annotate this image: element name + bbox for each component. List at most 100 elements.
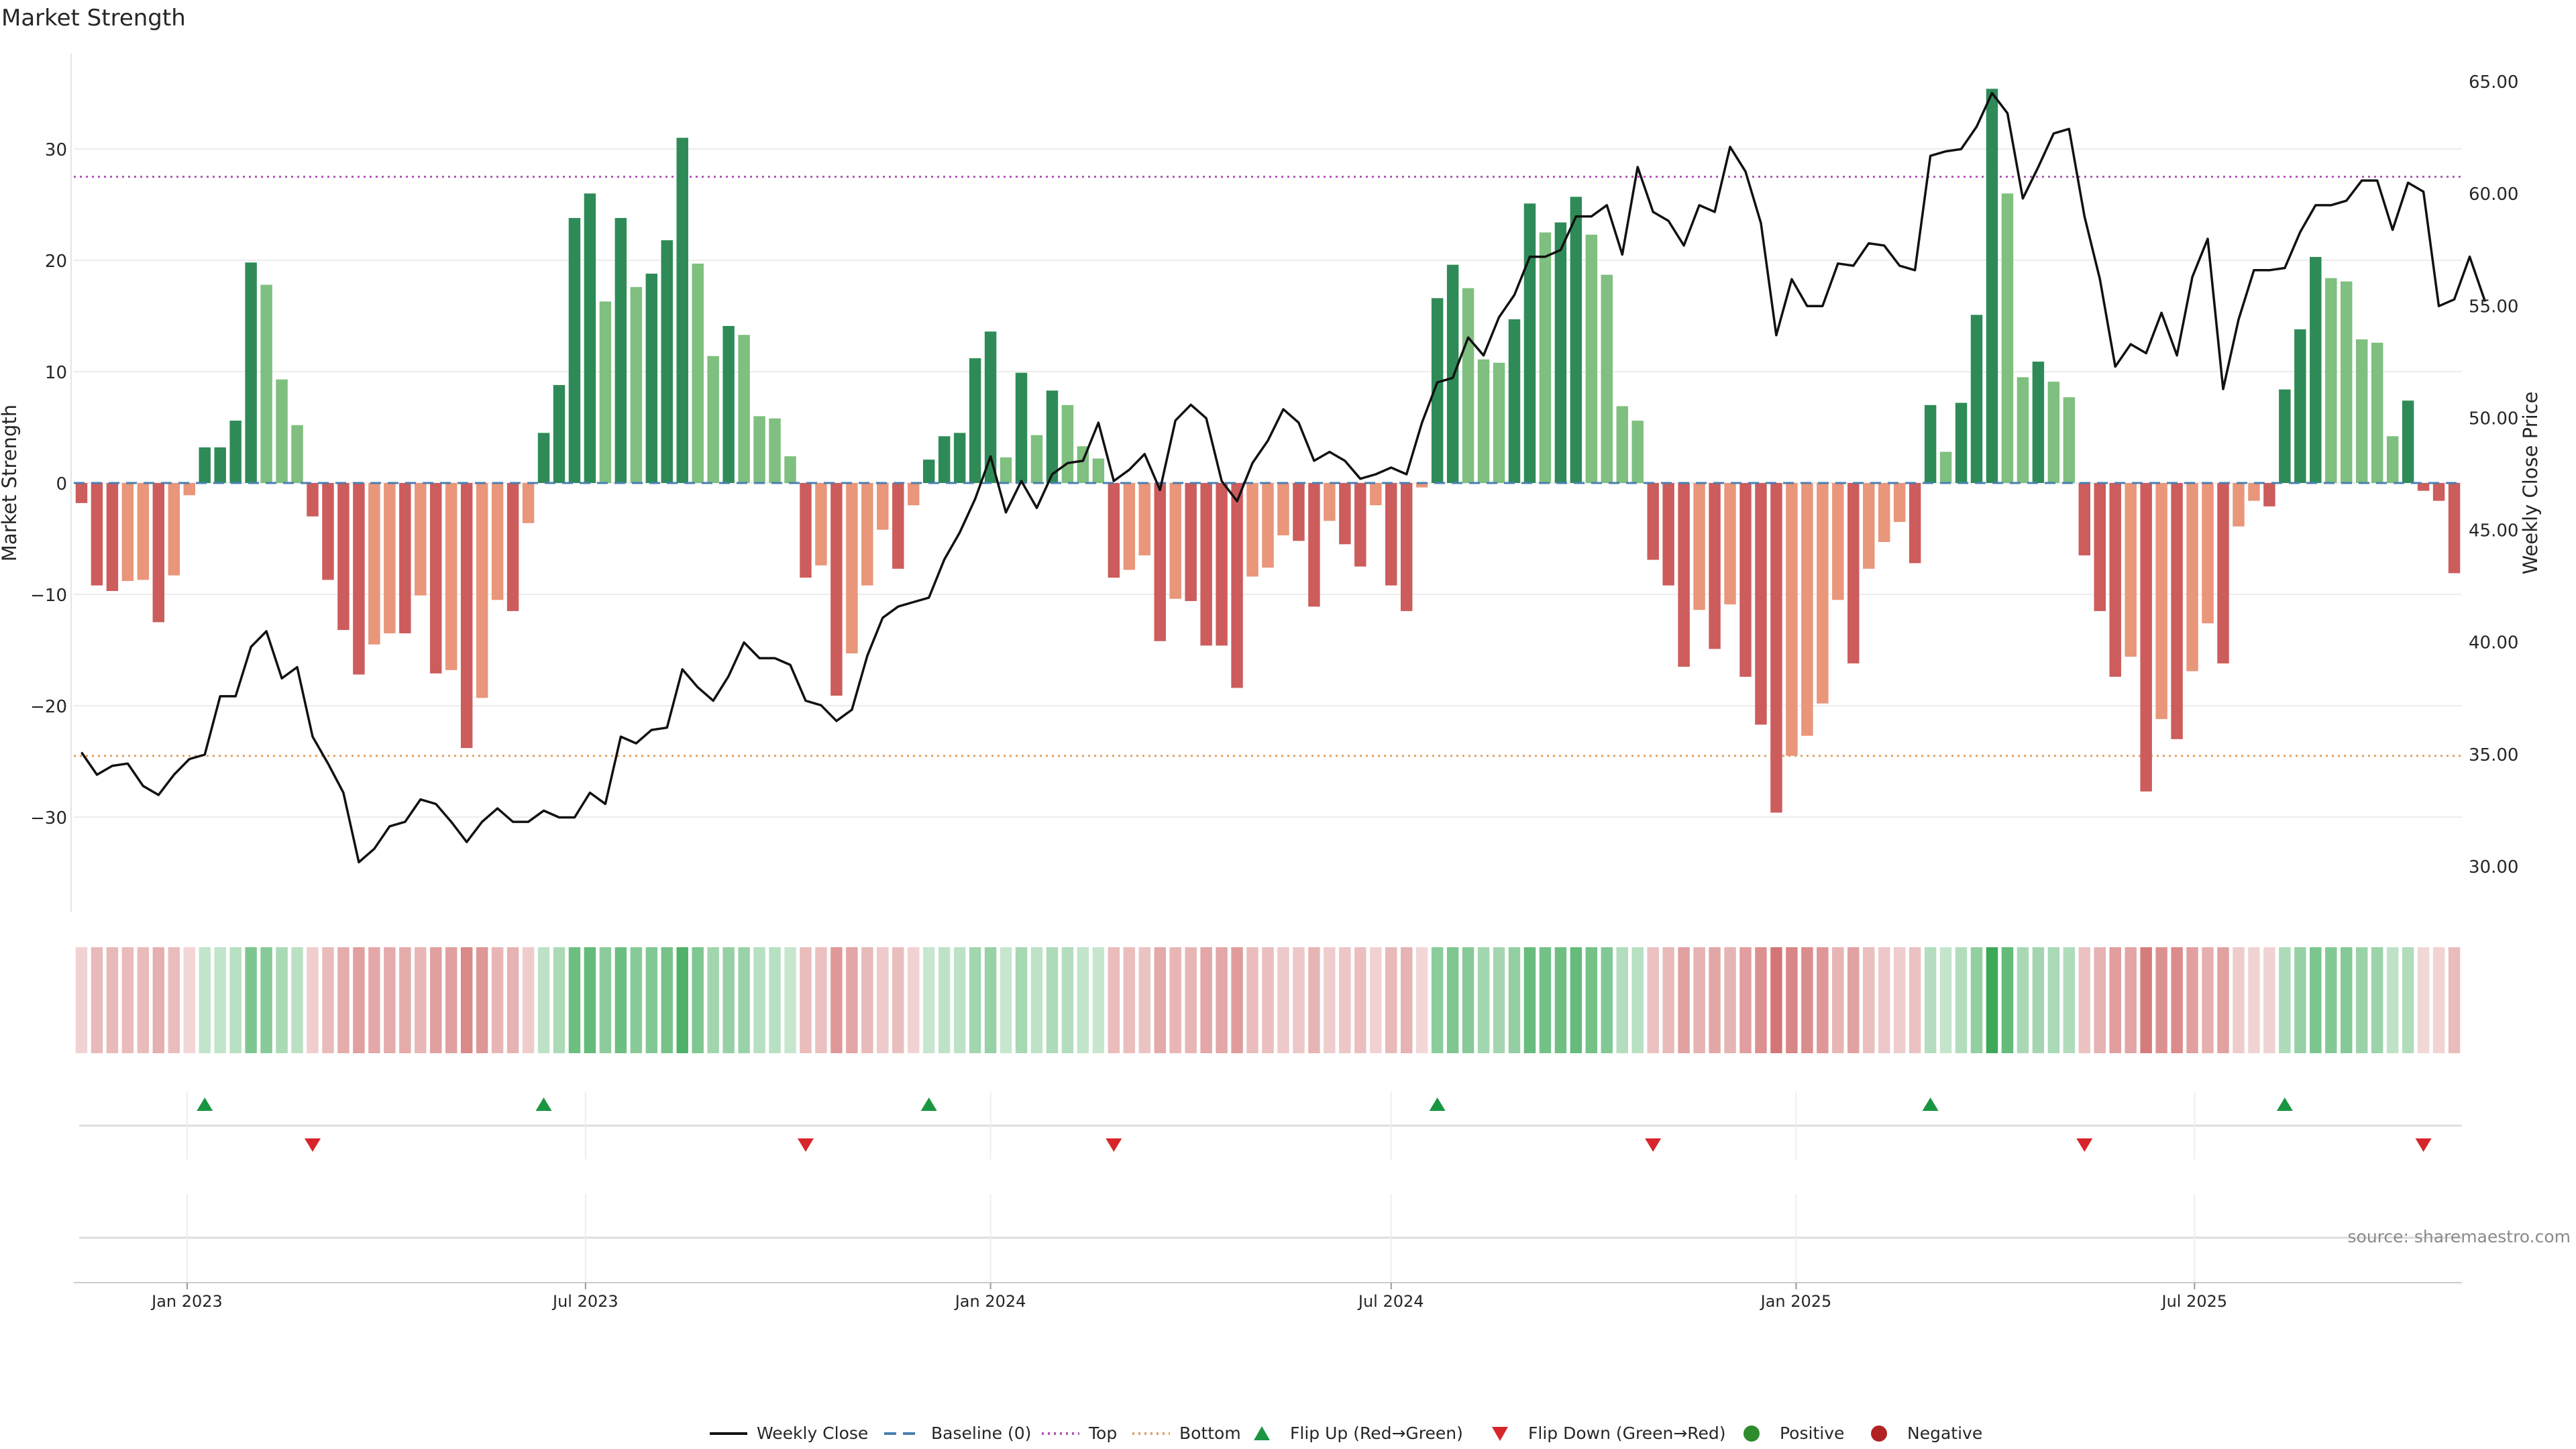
strength-bar: [1308, 483, 1320, 607]
strength-bar: [2171, 483, 2183, 739]
heat-cell: [460, 947, 473, 1053]
heat-cell: [1601, 947, 1613, 1053]
strength-bar: [152, 483, 165, 623]
heat-cell: [1046, 947, 1059, 1053]
heat-cell: [506, 947, 519, 1053]
strength-bar: [2310, 257, 2322, 483]
strength-bar: [584, 193, 596, 483]
strength-bar: [1554, 222, 1567, 483]
strength-bar: [1924, 405, 1937, 483]
heat-cell: [91, 947, 103, 1053]
heat-cell: [1662, 947, 1674, 1053]
legend: Weekly Close Baseline (0) Top Bottom Flip Up…: [710, 1424, 1982, 1443]
right-tick-label: 30.00: [2469, 857, 2518, 877]
strength-bar: [2448, 483, 2461, 574]
heat-cell: [229, 947, 241, 1053]
strength-bar: [1262, 483, 1274, 568]
heat-cell: [722, 947, 735, 1053]
strength-bar: [537, 433, 550, 483]
strength-bar: [2155, 483, 2167, 719]
strength-bar: [1277, 483, 1289, 536]
strength-bar: [276, 379, 288, 483]
strength-bar: [2432, 483, 2445, 501]
heat-cell: [2078, 947, 2091, 1053]
x-tick-label: Jan 2023: [150, 1292, 223, 1311]
strength-bar: [1678, 483, 1690, 667]
strength-bar: [1385, 483, 1397, 586]
strength-bar: [568, 217, 581, 483]
heat-cell: [1878, 947, 1890, 1053]
strength-bar: [1570, 197, 1582, 483]
heat-cell: [1446, 947, 1459, 1053]
strength-bar: [1339, 483, 1351, 545]
heat-cell: [2140, 947, 2152, 1053]
strength-bar: [1415, 483, 1428, 488]
heat-cell: [1570, 947, 1582, 1053]
heat-cell: [1739, 947, 1752, 1053]
heat-cell: [1955, 947, 1968, 1053]
heat-cell: [2325, 947, 2337, 1053]
strength-bar: [1986, 89, 1998, 484]
heat-cell: [2341, 947, 2353, 1053]
strength-bar: [861, 483, 873, 586]
left-tick-label: −30: [30, 808, 67, 828]
strength-bar: [815, 483, 827, 566]
heat-cell: [1231, 947, 1243, 1053]
heat-cell: [1108, 947, 1120, 1053]
heat-cell: [1431, 947, 1444, 1053]
strength-bar: [846, 483, 858, 653]
heat-cell: [307, 947, 319, 1053]
strength-bar: [1108, 483, 1120, 578]
flip-down-marker: [2415, 1138, 2432, 1152]
heat-cell: [2386, 947, 2399, 1053]
heat-cell: [2063, 947, 2076, 1053]
heat-cell: [1924, 947, 1937, 1053]
heat-cell: [1200, 947, 1212, 1053]
legend-label: Flip Up (Red→Green): [1290, 1424, 1463, 1443]
empty-panel: [79, 1194, 2462, 1281]
strength-bar: [1015, 372, 1028, 483]
legend-label: Flip Down (Green→Red): [1528, 1424, 1726, 1443]
strength-bar: [445, 483, 458, 670]
strength-bar: [1061, 405, 1074, 483]
weekly-close-series: [80, 91, 2487, 864]
strength-bar: [1909, 483, 1921, 564]
heat-cell: [769, 947, 781, 1053]
heat-cell: [121, 947, 134, 1053]
x-tick-label: Jan 2025: [1760, 1292, 1832, 1311]
heat-cell: [2355, 947, 2368, 1053]
legend-item-top: Top: [1042, 1424, 1117, 1443]
heat-cell: [2263, 947, 2275, 1053]
heat-cell: [537, 947, 550, 1053]
heat-cell: [2417, 947, 2430, 1053]
strength-bar: [1616, 406, 1628, 483]
strength-bar: [1539, 232, 1552, 483]
heat-cell: [2094, 947, 2106, 1053]
heat-cell: [1169, 947, 1181, 1053]
strength-bar: [1446, 264, 1459, 483]
heat-cell: [1724, 947, 1736, 1053]
right-tick-label: 55.00: [2469, 297, 2518, 317]
heat-cell: [1909, 947, 1921, 1053]
strength-bar: [1431, 298, 1444, 483]
flip-up-marker: [1429, 1097, 1446, 1111]
heat-cell: [2432, 947, 2445, 1053]
heat-cell: [2279, 947, 2291, 1053]
heat-cell: [1832, 947, 1844, 1053]
strength-bar: [1123, 483, 1136, 570]
heat-cell: [2310, 947, 2322, 1053]
flip-up-marker: [1922, 1097, 1939, 1111]
heat-cell: [353, 947, 365, 1053]
heat-cell: [1077, 947, 1089, 1053]
left-tick-label: 30: [45, 140, 67, 160]
legend-dot-icon: [1871, 1426, 1887, 1442]
left-axis-label: Market Strength: [0, 405, 21, 561]
legend-label: Positive: [1780, 1424, 1844, 1443]
heat-cell: [430, 947, 442, 1053]
strength-bar: [2001, 193, 2014, 483]
legend-label: Top: [1088, 1424, 1117, 1443]
strength-bar: [630, 286, 643, 483]
heat-cell: [168, 947, 180, 1053]
legend-item-weekly-close: Weekly Close: [710, 1424, 868, 1443]
heat-cell: [1277, 947, 1289, 1053]
